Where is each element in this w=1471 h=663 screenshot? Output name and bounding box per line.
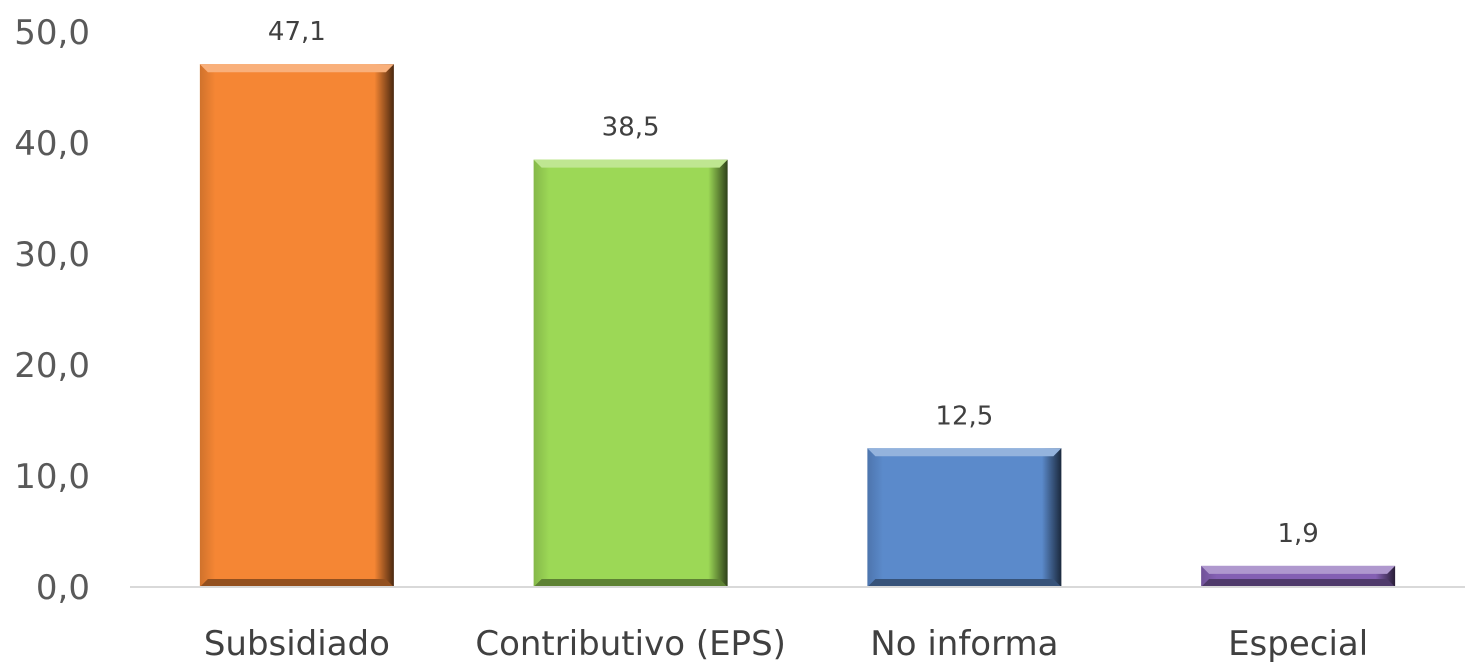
x-tick-label: Subsidiado bbox=[204, 624, 390, 663]
bars bbox=[199, 64, 1396, 587]
bar bbox=[199, 64, 394, 587]
bar-top-bevel bbox=[533, 159, 728, 168]
data-label: 38,5 bbox=[602, 113, 660, 143]
bar-4 bbox=[1201, 565, 1396, 587]
bar-bottom-bevel bbox=[199, 579, 394, 587]
x-tick-label: Especial bbox=[1228, 624, 1368, 663]
bar-top-bevel bbox=[199, 64, 394, 73]
data-labels: 47,1 38,5 12,5 1,9 bbox=[268, 17, 1319, 549]
bar-3 bbox=[867, 448, 1062, 587]
data-label: 12,5 bbox=[935, 401, 993, 431]
x-tick-label: No informa bbox=[870, 624, 1058, 663]
x-axis: Subsidiado Contributivo (EPS) No informa Es… bbox=[204, 624, 1368, 663]
y-tick-label: 30,0 bbox=[14, 235, 90, 275]
y-tick-label: 40,0 bbox=[14, 124, 90, 164]
bar-top-bevel bbox=[1201, 565, 1396, 574]
bar-bottom-bevel bbox=[1201, 579, 1396, 587]
bar-bottom-bevel bbox=[867, 579, 1062, 587]
y-axis: 0,0 10,0 20,0 30,0 40,0 50,0 bbox=[14, 13, 90, 608]
x-tick-label: Contributivo (EPS) bbox=[475, 624, 786, 663]
bar-1 bbox=[199, 64, 394, 587]
data-label: 1,9 bbox=[1277, 519, 1318, 549]
y-tick-label: 20,0 bbox=[14, 346, 90, 386]
bar-2 bbox=[533, 159, 728, 587]
bar-top-bevel bbox=[867, 448, 1062, 457]
bar bbox=[533, 159, 728, 587]
y-tick-label: 10,0 bbox=[14, 457, 90, 497]
bar bbox=[867, 448, 1062, 587]
y-tick-label: 50,0 bbox=[14, 13, 90, 53]
y-tick-label: 0,0 bbox=[36, 568, 90, 608]
data-label: 47,1 bbox=[268, 17, 326, 47]
bar-bottom-bevel bbox=[533, 579, 728, 587]
